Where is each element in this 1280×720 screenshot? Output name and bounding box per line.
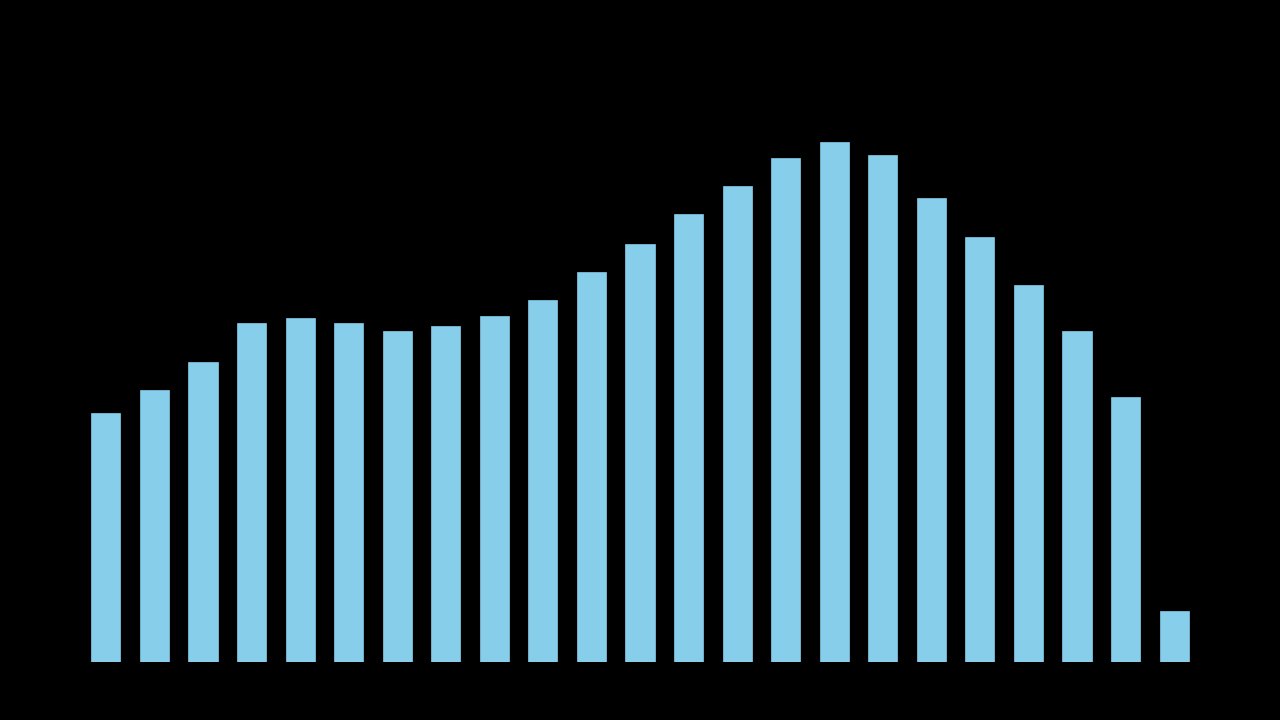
Bar	[285, 318, 315, 662]
Bar	[675, 214, 703, 662]
Bar	[237, 323, 266, 662]
Bar	[431, 326, 461, 662]
Bar	[1062, 331, 1092, 662]
Bar	[626, 244, 654, 662]
Bar	[91, 413, 120, 662]
Bar	[529, 300, 558, 662]
Bar	[1111, 397, 1140, 662]
Bar	[188, 361, 218, 662]
Bar	[480, 315, 509, 662]
Bar	[383, 331, 412, 662]
Bar	[916, 198, 946, 662]
Bar	[1014, 285, 1043, 662]
Bar	[771, 158, 800, 662]
Bar	[722, 186, 751, 662]
Bar	[819, 143, 849, 662]
Bar	[334, 323, 364, 662]
Bar	[868, 155, 897, 662]
Bar	[140, 390, 169, 662]
Bar	[1160, 611, 1189, 662]
Bar	[577, 272, 605, 662]
Bar	[965, 237, 995, 662]
